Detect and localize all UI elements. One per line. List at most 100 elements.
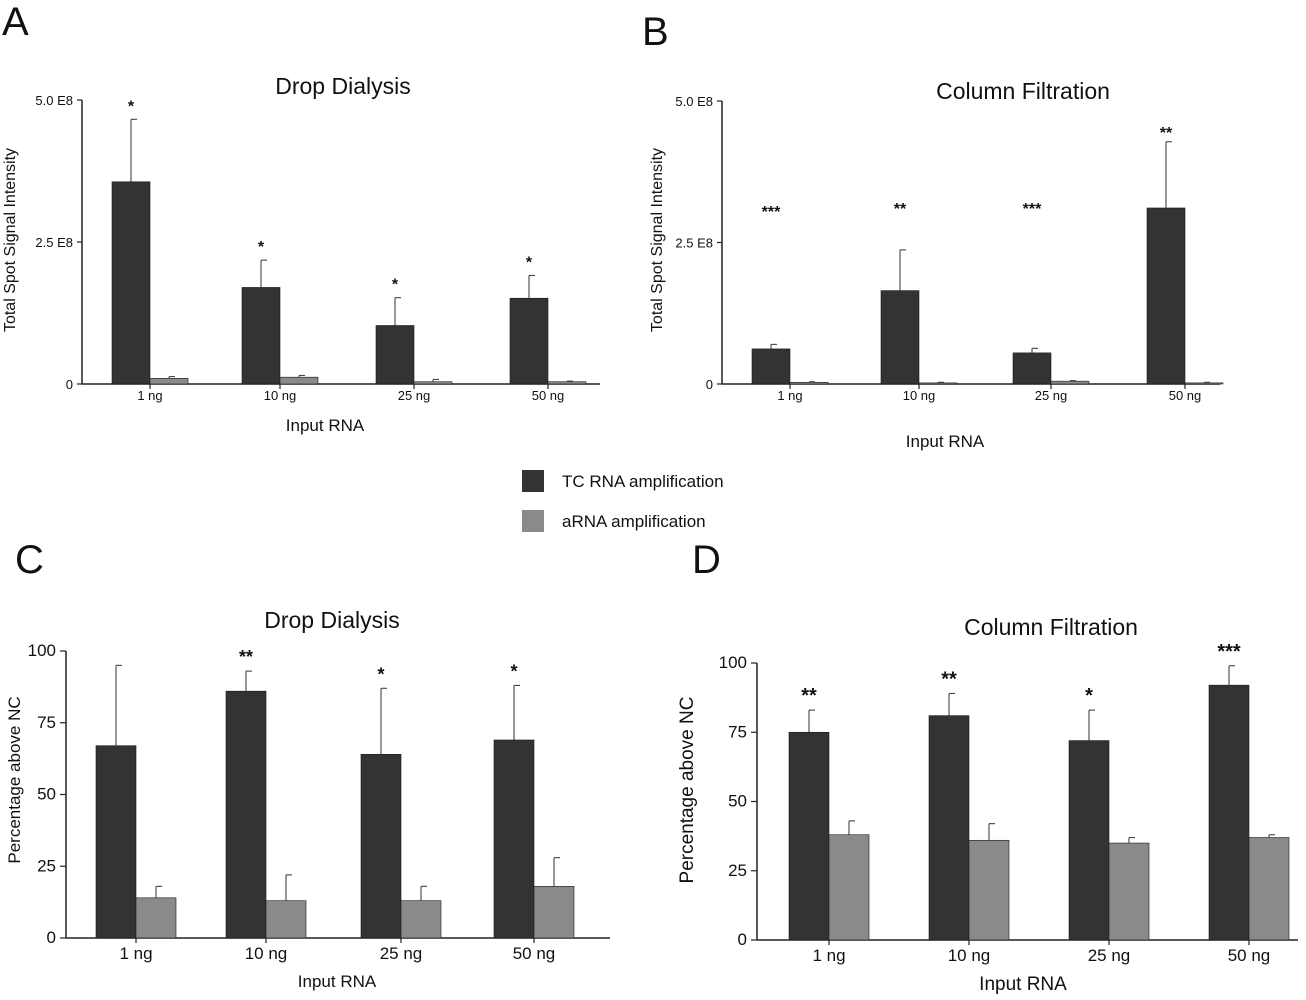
panel-letter: D: [692, 538, 721, 582]
y-axis-label: Total Spot Signal Intensity: [649, 148, 666, 332]
chart-title: Drop Dialysis: [264, 607, 399, 633]
x-tick-label: 25 ng: [398, 388, 431, 403]
bar: [1068, 740, 1110, 941]
y-tick-label: 25: [728, 861, 747, 880]
x-axis-label: Input RNA: [906, 432, 985, 451]
bar: [111, 181, 151, 385]
significance-marker: *: [526, 255, 533, 272]
x-tick-label: 10 ng: [948, 946, 991, 965]
significance-marker: **: [1160, 125, 1173, 142]
chart-title: Column Filtration: [964, 614, 1138, 640]
bar: [241, 287, 281, 385]
chart-title: Drop Dialysis: [275, 73, 410, 99]
y-tick-label: 0: [66, 377, 73, 392]
significance-marker: ***: [762, 204, 781, 221]
x-tick-label: 1 ng: [812, 946, 845, 965]
bar: [279, 376, 319, 385]
bar: [149, 378, 189, 385]
panel-d: D Column Filtration 0 25 50 75 100 1 ng ** 10 ng *…: [677, 538, 1298, 995]
significance-marker: **: [239, 647, 253, 667]
y-tick-label: 50: [37, 785, 56, 804]
y-tick-label: 75: [37, 713, 56, 732]
bar: [1050, 380, 1090, 385]
y-axis-label: Total Spot Signal Intensity: [2, 148, 19, 332]
significance-marker: *: [258, 239, 265, 256]
bar: [413, 381, 453, 385]
x-tick-label: 10 ng: [903, 388, 936, 403]
bar: [95, 745, 137, 939]
panel-letter: C: [15, 538, 44, 582]
bar: [751, 348, 791, 385]
bar: [533, 886, 575, 939]
bar: [1012, 352, 1052, 385]
y-tick-label: 0: [47, 928, 56, 947]
x-tick-label: 1 ng: [119, 944, 152, 963]
significance-marker: *: [377, 664, 384, 684]
y-tick-label: 50: [728, 792, 747, 811]
x-axis-label: Input RNA: [286, 416, 365, 435]
panel-letter: B: [642, 10, 669, 54]
y-tick-label: 0: [706, 377, 713, 392]
bar: [789, 382, 829, 385]
significance-marker: **: [801, 685, 817, 707]
bar: [265, 900, 307, 939]
y-axis-label: Percentage above NC: [5, 696, 24, 863]
x-axis-label: Input RNA: [979, 974, 1067, 995]
legend-swatch-tc: [522, 470, 544, 492]
x-tick-label: 1 ng: [777, 388, 802, 403]
x-tick-label: 10 ng: [245, 944, 288, 963]
x-tick-label: 10 ng: [264, 388, 297, 403]
bar: [493, 739, 535, 939]
chart-title: Column Filtration: [936, 78, 1110, 104]
bar: [788, 731, 830, 941]
bar: [928, 715, 970, 941]
y-tick-label: 100: [719, 653, 747, 672]
panel-a: A Drop Dialysis 0 2.5 E8 5.0 E8 1 ng * 10 ng * 25…: [2, 0, 600, 435]
x-tick-label: 50 ng: [1169, 388, 1202, 403]
x-tick-label: 50 ng: [1228, 946, 1271, 965]
x-tick-label: 50 ng: [513, 944, 556, 963]
bar: [547, 381, 587, 385]
bar: [375, 325, 415, 385]
significance-marker: **: [941, 668, 957, 690]
legend-swatch-arna: [522, 510, 544, 532]
bar: [1208, 684, 1250, 941]
y-tick-label: 75: [728, 722, 747, 741]
x-tick-label: 1 ng: [137, 388, 162, 403]
significance-marker: **: [894, 201, 907, 218]
bar: [828, 834, 870, 941]
bar: [400, 900, 442, 939]
bar: [918, 382, 958, 385]
y-axis-label: Percentage above NC: [677, 697, 698, 884]
bar: [1248, 837, 1290, 941]
y-tick-label: 100: [28, 641, 56, 660]
legend: TC RNA amplification aRNA amplification: [522, 470, 724, 532]
x-tick-label: 50 ng: [532, 388, 565, 403]
y-tick-label: 2.5 E8: [35, 235, 73, 250]
bar: [509, 297, 549, 385]
panel-letter: A: [2, 0, 29, 44]
x-tick-label: 25 ng: [380, 944, 423, 963]
bar: [1146, 207, 1186, 385]
bar: [135, 897, 177, 939]
y-tick-label: 0: [738, 930, 747, 949]
panel-b: B Column Filtration 0 2.5 E8 5.0 E8 1 ng *** 10…: [642, 10, 1224, 451]
y-tick-label: 5.0 E8: [35, 93, 73, 108]
bar: [968, 839, 1010, 941]
legend-label-tc: TC RNA amplification: [562, 472, 724, 491]
legend-label-arna: aRNA amplification: [562, 512, 706, 531]
x-axis-label: Input RNA: [298, 972, 377, 991]
significance-marker: ***: [1023, 201, 1042, 218]
y-tick-label: 5.0 E8: [675, 94, 713, 109]
x-tick-label: 25 ng: [1035, 388, 1068, 403]
y-tick-label: 25: [37, 856, 56, 875]
bar: [360, 754, 402, 939]
significance-marker: *: [510, 661, 517, 681]
bar: [225, 690, 267, 939]
bar: [1184, 382, 1224, 385]
significance-marker: *: [392, 277, 399, 294]
significance-marker: *: [128, 98, 135, 115]
significance-marker: ***: [1217, 641, 1241, 663]
